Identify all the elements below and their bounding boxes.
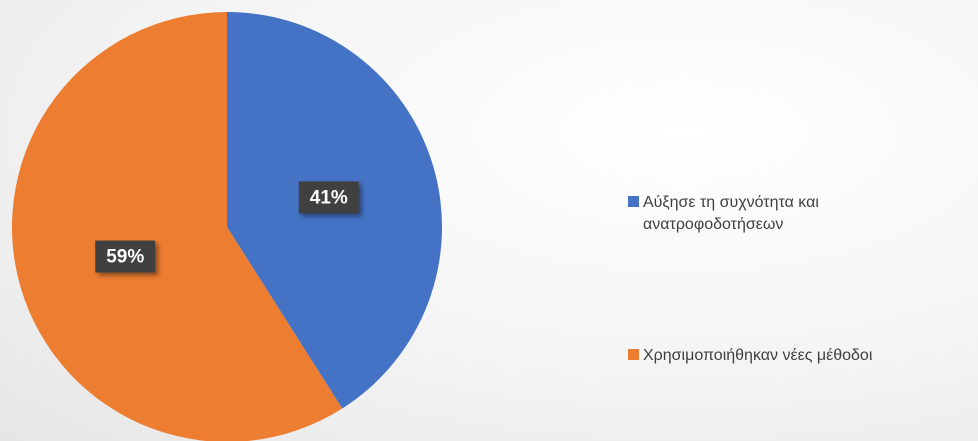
pie: 41% 59% (12, 11, 443, 441)
legend-entry: Αύξησε τη συχνότητα και ανατροφοδοτήσεων (628, 192, 903, 236)
data-label: 41% (310, 187, 348, 208)
legend-swatch (628, 196, 639, 207)
pie-slice (12, 12, 343, 441)
legend-entry: Χρησιμοποιήθηκαν νέες μέθοδοι (628, 345, 872, 367)
legend-label: Χρησιμοποιήθηκαν νέες μέθοδοι (643, 347, 873, 364)
data-label-box (95, 240, 156, 273)
legend-label: Αύξησε τη συχνότητα και ανατροφοδοτήσεων (643, 194, 819, 233)
legend-swatch (628, 349, 639, 360)
data-label-box (298, 181, 359, 214)
data-label: 59% (106, 247, 144, 268)
